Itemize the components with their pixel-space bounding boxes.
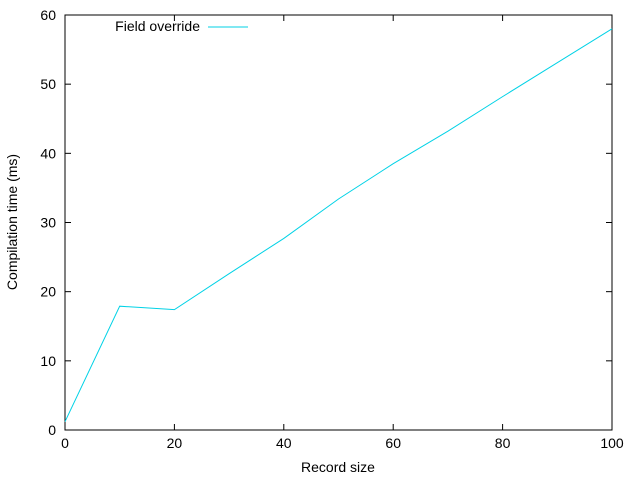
y-tick-label: 60 [40, 7, 56, 23]
tick-labels: 0 20 40 60 80 100 0 10 20 30 40 50 60 [40, 7, 623, 451]
plot-area-frame [64, 14, 613, 431]
y-tick-label: 0 [48, 422, 56, 438]
x-tick-label: 20 [167, 435, 183, 451]
y-tick-label: 30 [40, 215, 56, 231]
x-tick-label: 40 [276, 435, 292, 451]
x-tick-label: 80 [495, 435, 511, 451]
series-line-0 [64, 28, 613, 422]
legend-label: Field override [115, 18, 200, 34]
y-tick-label: 20 [40, 284, 56, 300]
y-tick-label: 50 [40, 76, 56, 92]
legend: Field override [115, 18, 248, 34]
x-tick-label: 0 [61, 435, 69, 451]
y-tick-label: 10 [40, 353, 56, 369]
series-layer [64, 28, 613, 422]
axis-ticks [64, 14, 613, 431]
x-tick-label: 60 [385, 435, 401, 451]
x-tick-label: 100 [600, 435, 624, 451]
x-axis-label: Record size [301, 459, 375, 475]
y-tick-label: 40 [40, 145, 56, 161]
y-axis-label: Compilation time (ms) [4, 154, 20, 290]
